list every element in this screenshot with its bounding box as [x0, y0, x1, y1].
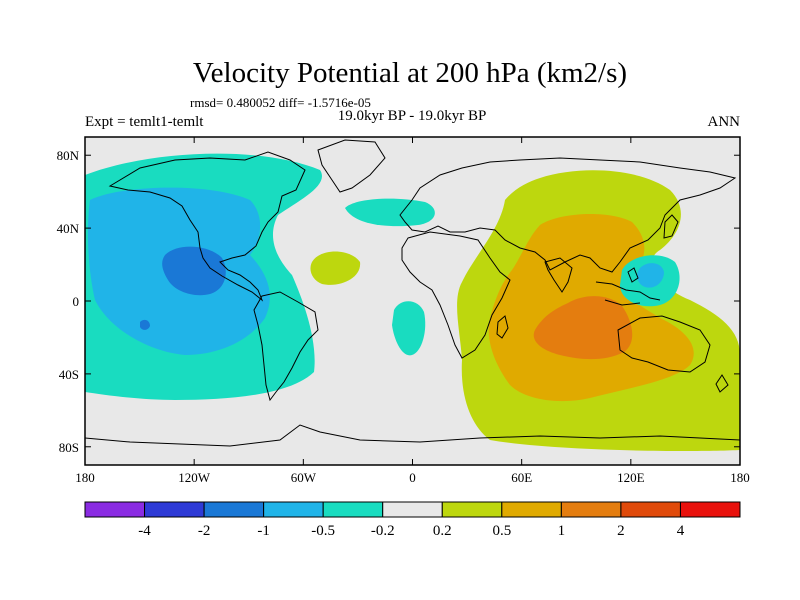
coastline-se-asia-islands: [595, 267, 661, 306]
x-tick-label: 180: [730, 470, 750, 485]
colorbar-swatch: [322, 501, 384, 518]
colorbar-swatch: [679, 501, 741, 518]
y-tick-label: 40S: [59, 367, 79, 382]
coastline-north-america: [108, 151, 306, 302]
colorbar-label: -1: [257, 523, 270, 539]
coastline-antarctica: [85, 424, 740, 447]
contour-region-s-atlantic: [392, 301, 426, 356]
contour-region-n-atlantic: [345, 198, 435, 227]
coastline-africa: [401, 231, 511, 359]
contour-region-w-pacific-core: [637, 263, 664, 288]
colorbar-swatch: [263, 501, 324, 518]
x-tick-label: 120W: [178, 470, 211, 485]
coastline-madagascar: [496, 315, 509, 339]
x-tick-label: 60W: [291, 470, 317, 485]
colorbar-label: 4: [677, 523, 685, 539]
colorbar-swatch: [560, 501, 622, 518]
colorbar-label: -0.5: [311, 523, 335, 539]
x-tick-label: 0: [409, 470, 416, 485]
colorbar-label: -4: [138, 523, 151, 539]
contour-region-neg-core: [162, 246, 226, 296]
coastline-greenland: [317, 139, 386, 193]
colorbar-label: -2: [198, 523, 211, 539]
stats-line: rmsd= 0.480052 diff= -1.5716e-05: [190, 95, 371, 110]
colorbar-swatch: [382, 501, 443, 518]
contour-region-neg-spot: [140, 319, 150, 330]
colorbar-label: 0.2: [433, 523, 452, 539]
left-label: Expt = temlt1-temlt: [85, 114, 204, 130]
colorbar-swatch: [441, 501, 503, 518]
y-axis: 80N 40N 0 40S 80S: [57, 148, 740, 455]
x-tick-label: 180: [75, 470, 95, 485]
contour-fills: [85, 153, 740, 451]
coastline-india: [544, 257, 573, 293]
x-tick-label: 60E: [511, 470, 532, 485]
colorbar: -4 -2 -1 -0.5 -0.2 0.2 0.5 1 2 4: [84, 501, 741, 539]
y-tick-label: 40N: [57, 221, 80, 236]
colorbar-swatch: [84, 501, 146, 518]
chart-subtitle: 19.0kyr BP - 19.0kyr BP: [338, 108, 487, 124]
colorbar-label: 2: [617, 523, 625, 539]
colorbar-swatch: [203, 501, 265, 518]
coastline-australia: [617, 315, 711, 373]
colorbar-label: 0.5: [492, 523, 511, 539]
y-tick-label: 80S: [59, 440, 79, 455]
coastline-europe-asia: [399, 157, 737, 273]
coastlines: [85, 139, 740, 447]
coastline-japan: [663, 214, 679, 239]
colorbar-swatch: [144, 501, 205, 518]
y-tick-label: 0: [73, 294, 80, 309]
x-tick-label: 120E: [617, 470, 645, 485]
coastline-new-zealand: [715, 374, 729, 393]
colorbar-swatch: [620, 501, 681, 518]
colorbar-swatch: [501, 501, 562, 518]
y-tick-label: 80N: [57, 148, 80, 163]
contour-region-trop-atlantic: [310, 251, 361, 285]
map-plot: 180 120W 60W 0 60E 120E 180 80N 40N 0 40S 80S: [57, 136, 750, 485]
x-axis: 180 120W 60W 0 60E 120E 180: [75, 137, 750, 485]
right-label: ANN: [708, 114, 741, 130]
colorbar-label: -0.2: [371, 523, 395, 539]
chart-title: Velocity Potential at 200 hPa (km2/s): [193, 57, 627, 89]
contour-region-pos-core: [533, 296, 633, 360]
coastline-south-america: [253, 291, 319, 402]
colorbar-label: 1: [558, 523, 566, 539]
